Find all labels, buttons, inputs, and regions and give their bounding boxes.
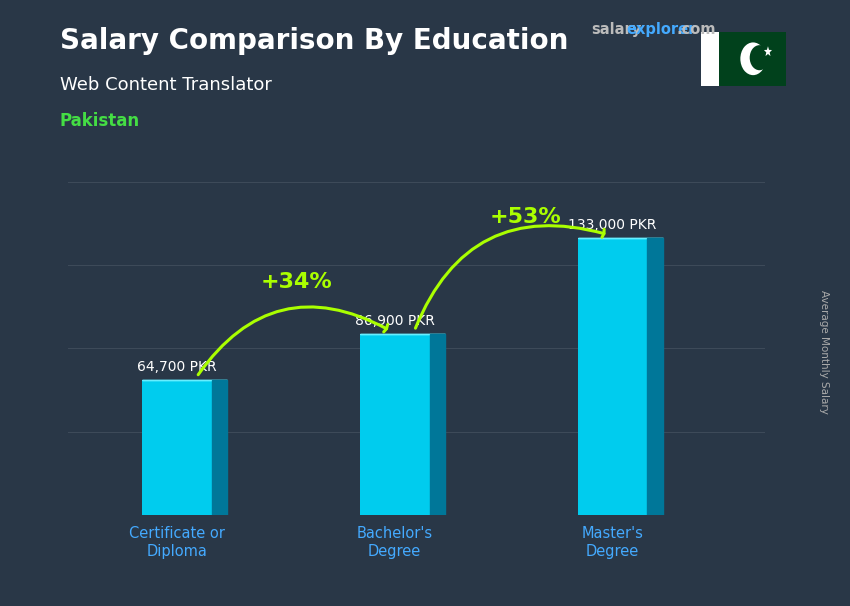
Text: 133,000 PKR: 133,000 PKR [569,218,657,232]
Polygon shape [212,381,227,515]
Bar [701,32,719,86]
Text: +53%: +53% [490,207,561,227]
Text: .com: .com [677,22,716,38]
Bar [578,238,648,515]
Text: Pakistan: Pakistan [60,112,139,130]
Text: Salary Comparison By Education: Salary Comparison By Education [60,27,568,55]
Bar [719,32,786,86]
Bar [360,334,429,515]
Text: salary: salary [591,22,641,38]
Text: Web Content Translator: Web Content Translator [60,76,271,94]
Polygon shape [429,334,445,515]
Text: 86,900 PKR: 86,900 PKR [354,314,434,328]
Text: 64,700 PKR: 64,700 PKR [137,361,217,375]
Circle shape [750,45,769,70]
Polygon shape [648,238,663,515]
Text: +34%: +34% [261,271,332,292]
Text: explorer: explorer [626,22,696,38]
Polygon shape [764,46,772,56]
Circle shape [740,42,766,75]
Bar [142,381,212,515]
Text: Average Monthly Salary: Average Monthly Salary [819,290,829,413]
